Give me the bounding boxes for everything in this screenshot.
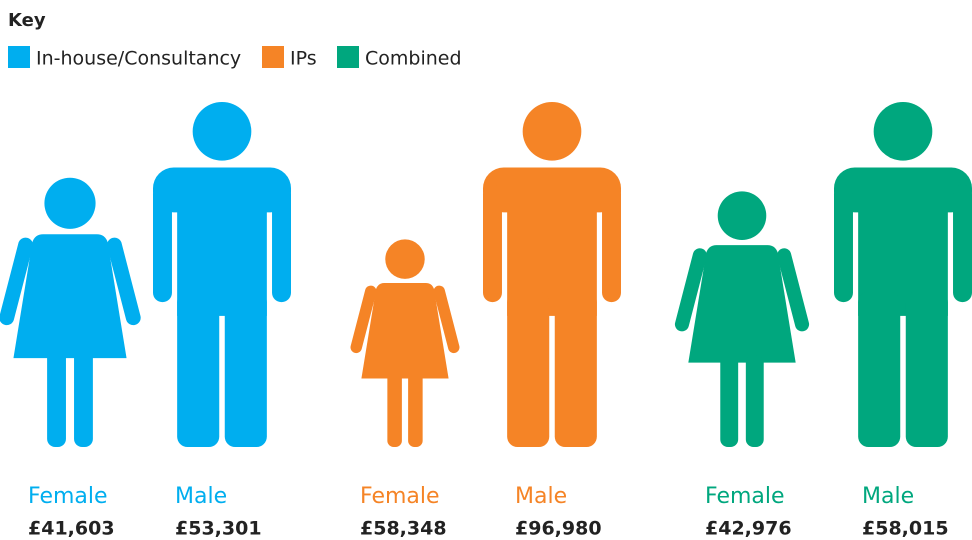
figure-arm [433, 285, 460, 354]
figure-leg [720, 354, 739, 447]
figure-leg [47, 350, 66, 447]
category-label: Female [28, 484, 108, 509]
figure-leg [74, 350, 93, 447]
value-label: £53,301 [175, 518, 262, 540]
legend-title: Key [8, 10, 46, 31]
figure-leg [745, 354, 764, 447]
category-label: Male [515, 484, 567, 509]
figure [674, 191, 810, 447]
figure-part [858, 291, 901, 447]
value-label: £41,603 [28, 518, 115, 540]
value-label: £58,348 [360, 518, 447, 540]
figure-part [554, 291, 597, 447]
figure-part [905, 291, 948, 447]
figure-head [385, 239, 425, 279]
legend-swatch [337, 46, 359, 68]
figure-arm [107, 237, 141, 326]
figure-leg [408, 372, 423, 447]
value-label: £42,976 [705, 518, 792, 540]
value-label: £96,980 [515, 518, 602, 540]
figure-leg [387, 372, 402, 447]
figure-dress [688, 245, 796, 363]
category-label: Male [175, 484, 227, 509]
figure-dress [361, 283, 449, 379]
figure-head [192, 102, 252, 161]
figure-head [717, 191, 767, 240]
figure-part [507, 291, 550, 447]
figure-part [834, 184, 853, 303]
figure-part [177, 291, 220, 447]
figure-part [483, 184, 502, 303]
figure-dress [13, 234, 127, 359]
figure [483, 102, 621, 447]
figure-part [953, 184, 972, 303]
figure-part [224, 291, 267, 447]
legend-swatch [8, 46, 30, 68]
figure [834, 102, 972, 447]
category-label: Female [705, 484, 785, 509]
value-label: £58,015 [862, 518, 949, 540]
figure [153, 102, 291, 447]
figure-arm [0, 237, 33, 326]
category-label: Female [360, 484, 440, 509]
figure-part [153, 184, 172, 303]
legend-swatch [262, 46, 284, 68]
figure-arm [777, 248, 810, 332]
category-label: Male [862, 484, 914, 509]
figure-head [873, 102, 933, 161]
figure [350, 239, 460, 447]
figure-part [272, 184, 291, 303]
figure-arm [350, 285, 377, 354]
legend-label: In-house/Consultancy [36, 48, 241, 70]
figure-part [602, 184, 621, 303]
figure-head [44, 177, 96, 229]
legend-label: Combined [365, 48, 462, 70]
figure [0, 177, 141, 447]
legend-label: IPs [290, 48, 317, 70]
figure-arm [674, 248, 707, 332]
figure-head [522, 102, 582, 161]
